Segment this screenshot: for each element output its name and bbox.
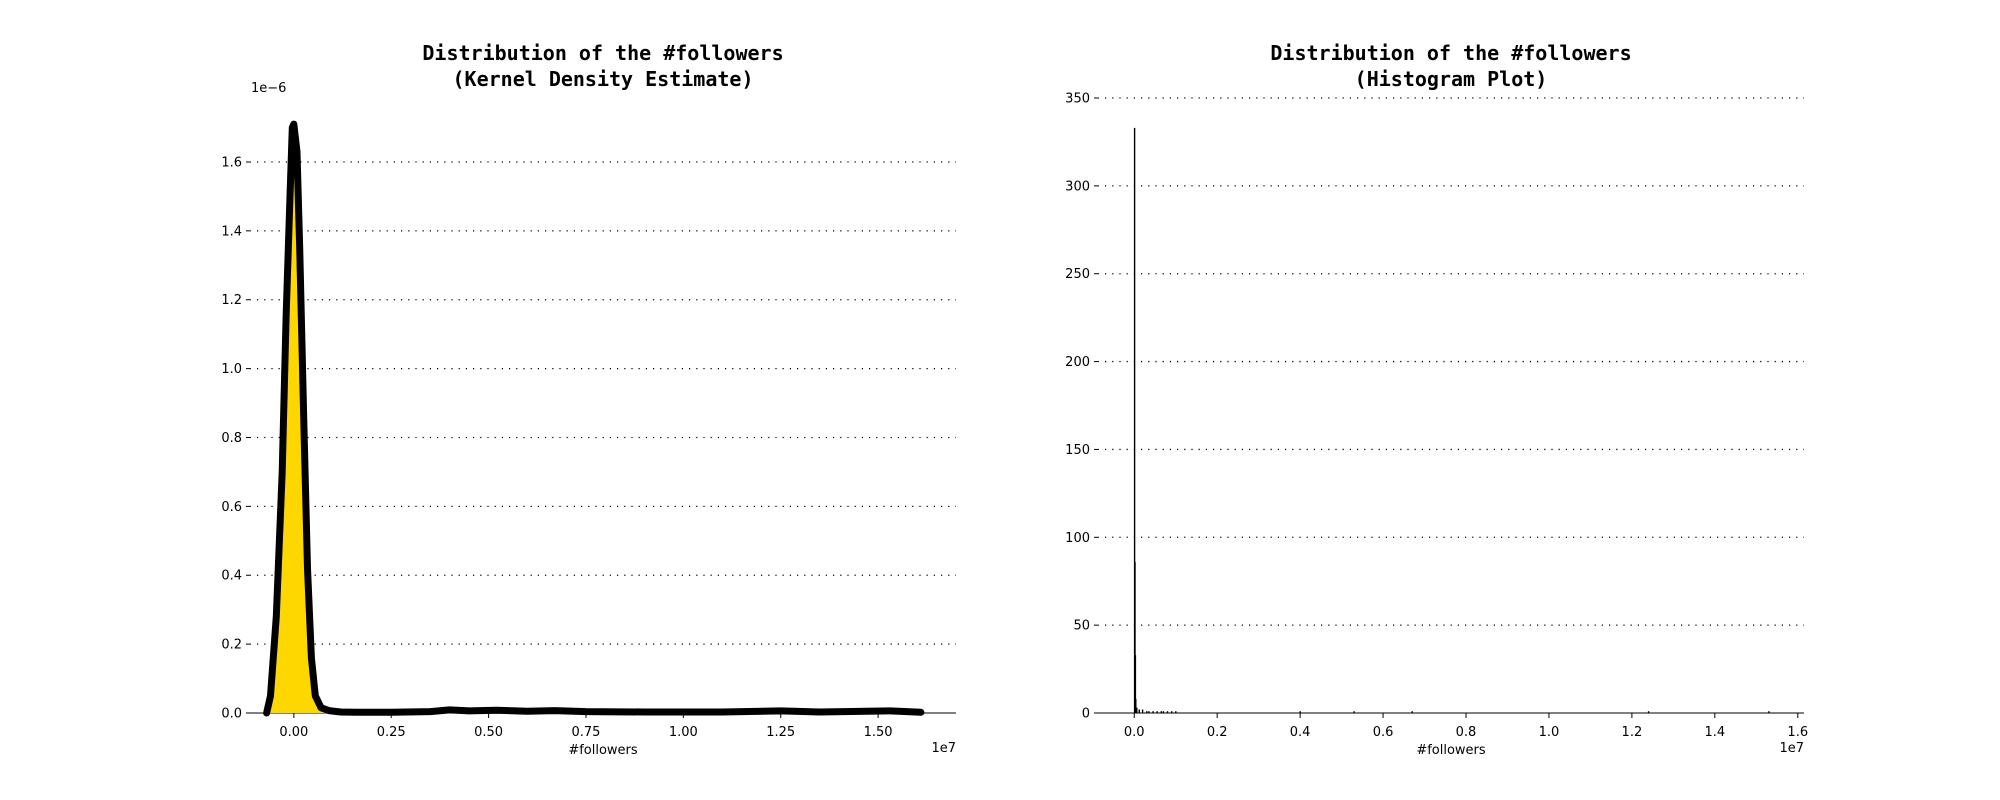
kde-y-tick-label: 1.6 [221,155,242,170]
hist-x-tick-label: 0.2 [1207,725,1228,740]
hist-bar [1152,711,1154,713]
kde-x-axis-label: #followers [568,743,638,758]
hist-y-tick-label: 350 [1065,92,1090,107]
hist-bar [1136,707,1138,713]
hist-bar [1148,711,1150,713]
kde-density-line [263,120,925,717]
kde-chart: Distribution of the #followers (Kernel D… [221,41,956,758]
hist-bar [1156,711,1158,713]
kde-y-tick-label: 0.8 [221,431,242,446]
hist-y-tick-label: 100 [1065,531,1090,546]
hist-bar [1647,711,1650,713]
histogram-chart: Distribution of the #followers (Histogra… [1065,41,1808,758]
hist-y-tick-label: 250 [1065,267,1090,282]
hist-bar [1160,711,1162,713]
hist-bar [1133,127,1136,713]
hist-x-tick-label: 0.4 [1290,725,1311,740]
hist-bar [1134,561,1136,713]
kde-x-tick-label: 0.00 [279,725,308,740]
kde-x-tick-label: 0.25 [377,725,406,740]
hist-x-tick-label: 1.2 [1622,725,1643,740]
kde-y-tick-label: 0.0 [221,707,242,722]
kde-fill-area [266,124,921,714]
hist-title-line1: Distribution of the #followers [1270,41,1631,65]
hist-bar [1138,709,1140,713]
hist-x-tick-label: 0.0 [1124,725,1145,740]
kde-y-scale-label: 1e−6 [251,81,286,96]
hist-bar [1299,711,1301,713]
hist-y-tick-label: 50 [1073,619,1090,634]
hist-x-axis-label: #followers [1416,743,1486,758]
kde-y-tick-label: 1.0 [221,362,242,377]
hist-y-tick-label: 300 [1065,179,1090,194]
hist-bar [1134,655,1137,713]
kde-x-tick-label: 1.50 [864,725,893,740]
kde-x-tick-label: 0.50 [474,725,503,740]
hist-x-scale-label: 1e7 [1779,741,1804,756]
hist-bar [1135,698,1137,713]
hist-x-tick-label: 0.6 [1373,725,1394,740]
kde-x-tick-label: 0.75 [571,725,600,740]
kde-x-tick-label: 1.00 [669,725,698,740]
kde-y-tick-label: 1.2 [221,293,242,308]
hist-title-line2: (Histogram Plot) [1355,67,1548,91]
kde-x-scale-label: 1e7 [931,741,956,756]
kde-y-tick-label: 0.6 [221,500,242,515]
hist-bar [1768,711,1770,713]
hist-bar [1411,711,1413,713]
hist-bar [1166,711,1169,713]
hist-bar [1162,711,1165,713]
hist-bar [1175,711,1177,713]
kde-y-tick-label: 1.4 [221,224,242,239]
hist-x-tick-label: 0.8 [1456,725,1477,740]
kde-y-tick-label: 0.4 [221,569,242,584]
hist-bar [1171,711,1173,713]
kde-title-line2: (Kernel Density Estimate) [452,67,753,91]
hist-bar [1146,711,1148,713]
hist-x-tick-label: 1.0 [1539,725,1560,740]
kde-y-tick-label: 0.2 [221,638,242,653]
hist-y-tick-label: 200 [1065,355,1090,370]
kde-title-line1: Distribution of the #followers [422,41,783,65]
hist-bar [1141,709,1144,713]
hist-y-tick-label: 150 [1065,443,1090,458]
hist-bar [1353,711,1355,713]
hist-x-tick-label: 1.4 [1704,725,1725,740]
hist-x-tick-label: 1.6 [1787,725,1808,740]
kde-x-tick-label: 1.25 [766,725,795,740]
hist-y-tick-label: 0 [1082,707,1090,722]
